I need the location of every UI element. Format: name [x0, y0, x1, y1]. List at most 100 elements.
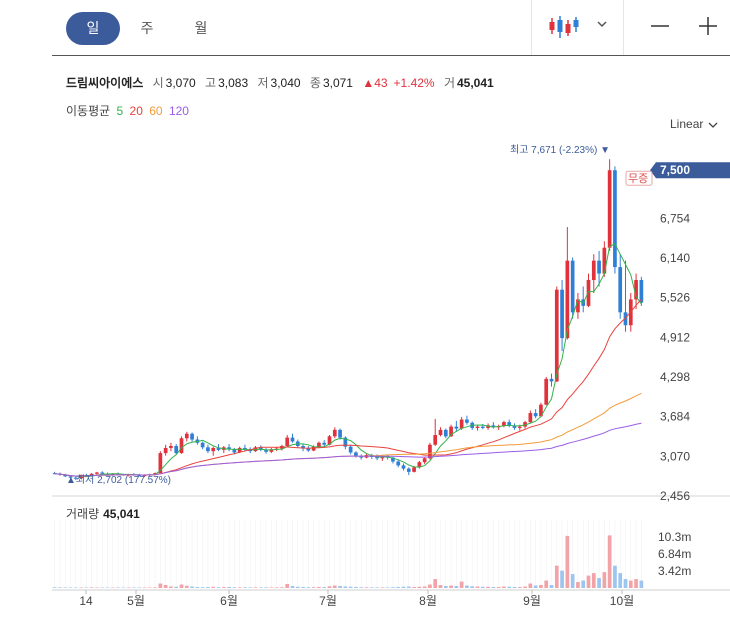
volume-bar: [443, 586, 448, 588]
volume-bar: [206, 587, 210, 588]
volume-panel-value: 45,041: [103, 507, 140, 521]
candle-body: [375, 456, 379, 459]
ma-60-line: [54, 392, 642, 477]
volume-bar: [544, 580, 549, 588]
volume-bar: [163, 585, 168, 588]
volume-bar: [84, 587, 89, 589]
volume-bar: [454, 586, 459, 588]
volume-bar: [332, 585, 337, 588]
candle-body: [343, 437, 348, 447]
candle-body: [607, 170, 612, 248]
candle-body: [544, 378, 549, 405]
volume-bar: [105, 587, 110, 589]
volume-bar: [73, 587, 78, 589]
volume-bar: [227, 587, 231, 588]
volume-bar: [359, 587, 364, 588]
volume-bar: [317, 587, 321, 588]
volume-bar: [174, 586, 179, 588]
volume-bar: [110, 587, 115, 589]
candle-body: [523, 422, 527, 427]
volume-bar: [364, 587, 369, 588]
tab-daily[interactable]: 일: [66, 12, 120, 45]
volume-tick-label: 10.3m: [658, 530, 691, 544]
price-summary: 드림씨아이에스 시 3,070 고 3,083 저 3,040 종 3,071 ▲43 +…: [66, 74, 500, 91]
candle-body: [73, 477, 78, 479]
volume-bar: [491, 587, 496, 588]
candle-body: [639, 280, 644, 303]
volume-bar: [52, 587, 57, 588]
volume-bar: [195, 587, 200, 588]
y-tick-label: 3,070: [660, 449, 690, 463]
volume-bar: [465, 585, 469, 588]
volume-bar: [628, 580, 633, 588]
volume-bar: [100, 587, 105, 589]
candle-body: [327, 436, 332, 445]
ma-20: 20: [129, 104, 143, 118]
x-tick-label: 7월: [319, 594, 337, 608]
current-price-tag: [650, 162, 730, 179]
volume-bar: [613, 565, 617, 588]
candle-body: [623, 312, 628, 326]
volume-bar: [502, 586, 506, 588]
candle-body: [169, 446, 173, 448]
candle-body: [459, 419, 464, 429]
candle-body: [216, 447, 221, 450]
volume-bar: [285, 584, 290, 588]
volume-bar: [512, 587, 517, 588]
candle-body: [428, 444, 432, 459]
volume-bar: [295, 586, 300, 588]
candle-body: [317, 442, 321, 447]
volume-bar: [89, 587, 94, 588]
volume-bar: [380, 587, 385, 588]
candle-body: [634, 280, 638, 300]
candle-body: [174, 446, 179, 454]
candle-body: [153, 473, 157, 475]
candle-body: [396, 461, 401, 466]
volume-bar: [237, 587, 242, 588]
tab-weekly[interactable]: 주: [140, 20, 154, 36]
volume-bar: [142, 587, 147, 589]
candle-body: [179, 438, 184, 454]
tab-monthly[interactable]: 월: [194, 20, 208, 36]
candle-body: [560, 289, 564, 339]
volume-bar: [618, 573, 623, 588]
candle-body: [597, 260, 601, 274]
volume-bar: [58, 587, 62, 588]
volume-bar: [158, 583, 163, 588]
candle-body: [163, 447, 168, 454]
volume-bar: [391, 587, 395, 588]
volume-bar: [137, 587, 142, 589]
chevron-down-icon[interactable]: [594, 16, 610, 32]
candlestick-icon[interactable]: [548, 14, 580, 40]
candle-body: [412, 467, 416, 472]
volume-bar: [480, 586, 485, 588]
candle-body: [311, 446, 316, 451]
candle-body: [206, 447, 210, 452]
minus-icon[interactable]: [648, 14, 672, 38]
candle-body: [502, 422, 506, 426]
ma-label: 이동평균: [66, 104, 111, 118]
moving-average-legend[interactable]: 이동평균 5 20 60 120: [66, 102, 192, 119]
plus-icon[interactable]: [696, 14, 720, 38]
volume-bar: [184, 585, 189, 588]
volume-bar: [533, 585, 538, 588]
candle-body: [449, 426, 453, 437]
volume-bar: [311, 587, 316, 588]
volume-bar: [63, 587, 68, 589]
candle-body: [475, 426, 480, 428]
volume-bar: [385, 587, 390, 588]
high-annotation: 최고 7,671 (-2.23%) ▼: [510, 144, 610, 156]
candle-body: [348, 446, 353, 453]
scale-selector[interactable]: Linear: [670, 117, 719, 131]
volume-bar: [586, 575, 591, 588]
change-value: ▲43: [362, 76, 388, 90]
current-price-label: 7,500: [660, 163, 690, 177]
candle-body: [422, 458, 427, 463]
y-tick-label: 6,140: [660, 251, 690, 265]
candle-body: [480, 426, 485, 428]
volume-bar: [269, 587, 274, 588]
ma-120-line: [54, 422, 642, 477]
candle-body: [211, 447, 216, 452]
volume-bar: [216, 587, 221, 588]
